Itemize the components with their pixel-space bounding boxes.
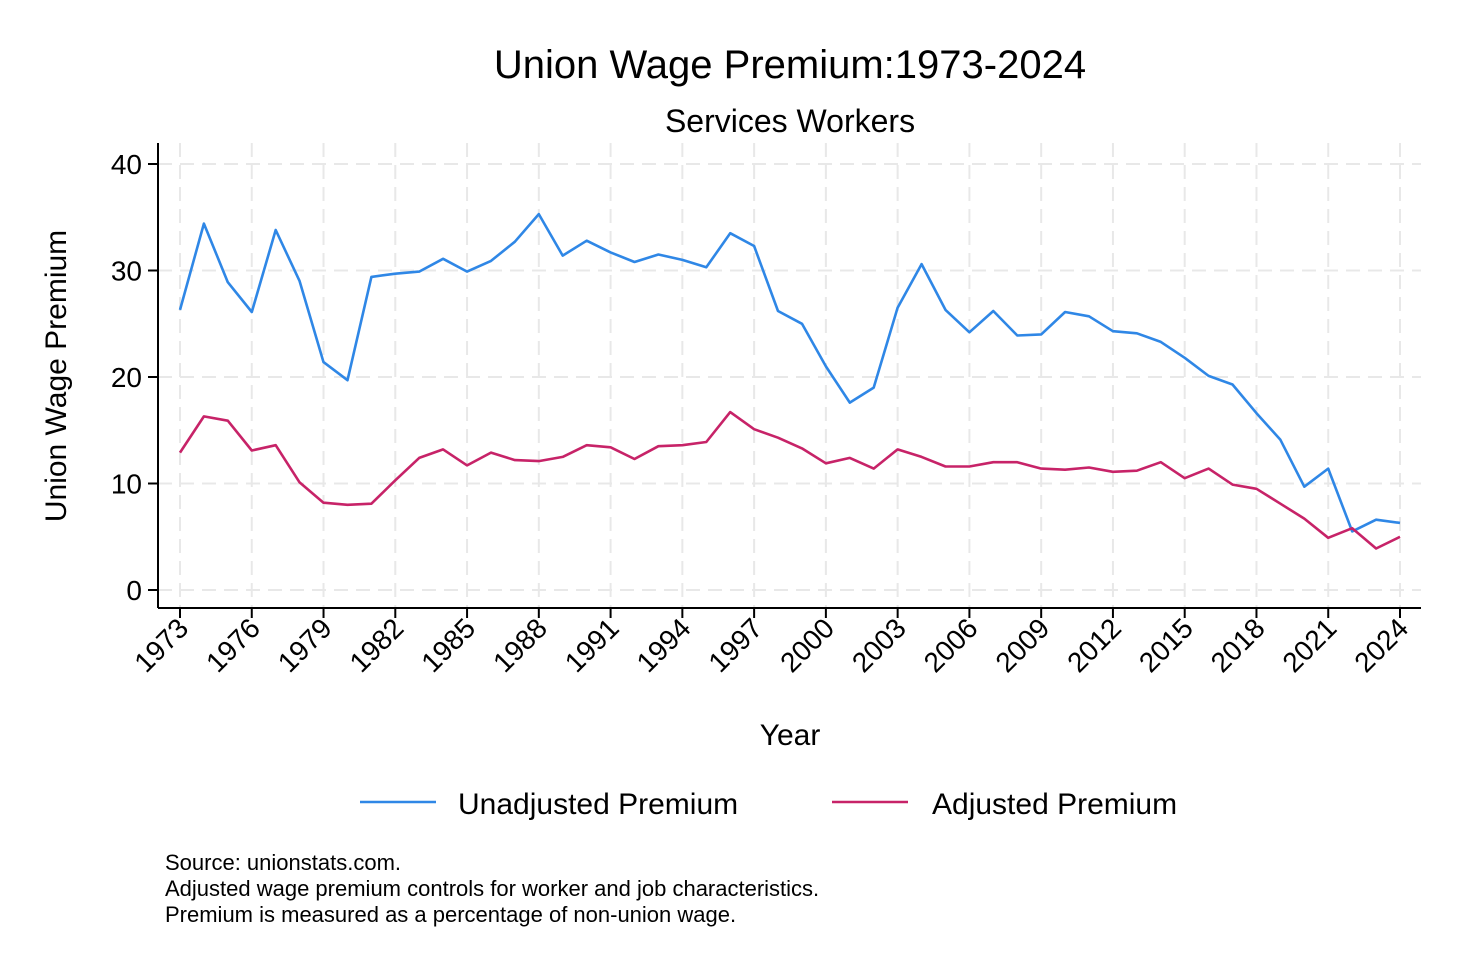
y-ticks: 0 10 20 30 40	[111, 149, 158, 606]
series-line-adjusted	[178, 410, 1401, 550]
x-tick-label: 1985	[415, 612, 481, 678]
x-tick-label: 1973	[128, 612, 194, 678]
note-line: Source: unionstats.com.	[165, 850, 401, 875]
chart-subtitle: Services Workers	[665, 103, 915, 139]
legend-label: Unadjusted Premium	[458, 788, 738, 821]
x-tick-label: 2003	[846, 612, 912, 678]
x-tick-label: 2012	[1061, 612, 1127, 678]
gridlines	[158, 143, 1421, 608]
note-line: Adjusted wage premium controls for worke…	[165, 876, 819, 901]
y-axis-label: Union Wage Premium	[40, 230, 73, 522]
x-tick-label: 1988	[487, 612, 553, 678]
y-tick-label: 20	[111, 362, 142, 393]
series-lines	[178, 212, 1401, 550]
y-tick-label: 30	[111, 256, 142, 287]
x-tick-label: 2015	[1133, 612, 1199, 678]
chart-title: Union Wage Premium:1973-2024	[494, 43, 1086, 87]
legend-label: Adjusted Premium	[932, 788, 1177, 821]
series-line-unadjusted	[178, 212, 1401, 533]
y-tick-label: 40	[111, 149, 142, 180]
x-tick-label: 1976	[200, 612, 266, 678]
x-tick-label: 1997	[702, 612, 768, 678]
x-tick-label: 1979	[272, 612, 338, 678]
legend: Unadjusted Premium Adjusted Premium	[360, 788, 1177, 821]
x-tick-label: 1982	[344, 612, 410, 678]
note-line: Premium is measured as a percentage of n…	[165, 902, 736, 927]
x-tick-label: 2024	[1348, 612, 1414, 678]
x-tick-label: 1991	[559, 612, 625, 678]
x-axis-label: Year	[760, 719, 821, 752]
y-tick-label: 10	[111, 469, 142, 500]
x-tick-label: 2021	[1277, 612, 1343, 678]
x-ticks: 1973 1976 1979 1982 1985 1988 1991 1994 1997 2000…	[128, 608, 1414, 678]
notes: Source: unionstats.com.Adjusted wage pre…	[165, 850, 819, 927]
x-tick-label: 2000	[774, 612, 840, 678]
x-tick-label: 1994	[631, 612, 697, 678]
x-tick-label: 2009	[989, 612, 1055, 678]
x-tick-label: 2006	[918, 612, 984, 678]
axes	[157, 143, 1421, 609]
x-tick-label: 2018	[1205, 612, 1271, 678]
y-tick-label: 0	[126, 575, 142, 606]
